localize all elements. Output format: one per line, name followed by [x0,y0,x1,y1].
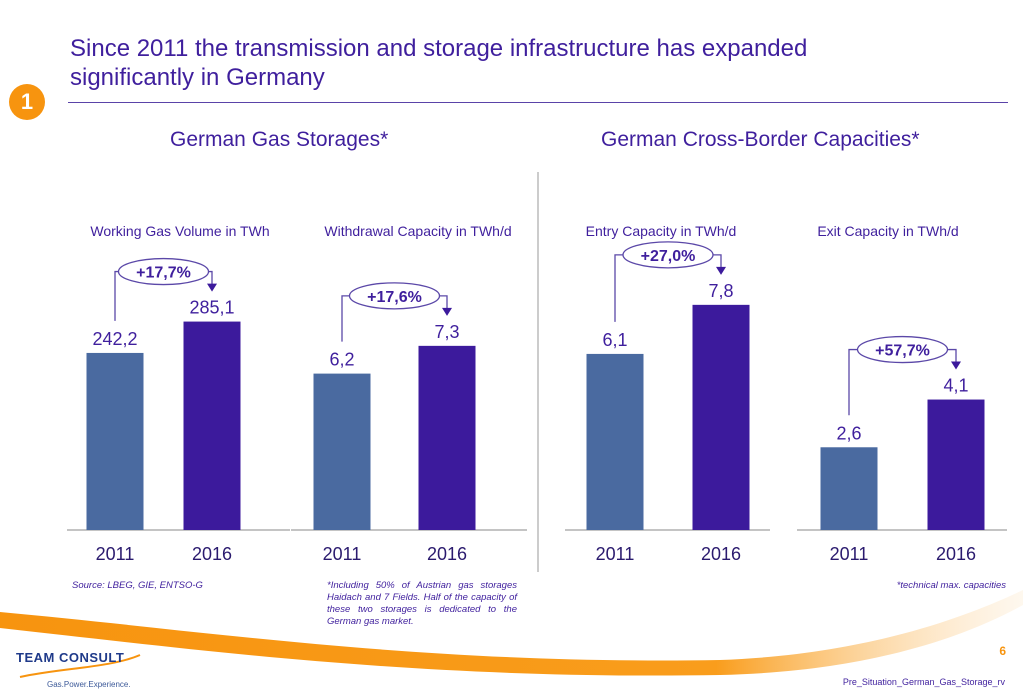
arrow-head-icon [207,283,217,292]
value-label: 6,1 [602,330,627,350]
change-ellipse [622,241,714,269]
x-tick-label: 2016 [701,544,741,564]
value-label: 7,3 [434,322,459,342]
title-rule [68,102,1008,103]
change-label: +27,0% [641,248,696,265]
bar-2016 [418,345,476,530]
bracket-line [439,295,448,310]
arrow-head-icon [951,361,961,370]
page-number: 6 [999,644,1006,658]
source-note: Source: LBEG, GIE, ENTSO-G [72,580,203,591]
chart-title: Entry Capacity in TWh/d [586,223,737,239]
section-heading-storages: German Gas Storages* [170,128,389,151]
x-tick-label: 2016 [427,544,467,564]
value-label: 4,1 [943,376,968,396]
bracket-line [848,348,858,416]
arrow-head-icon [442,307,452,316]
change-label: +17,6% [367,289,422,306]
section-heading-cross-border: German Cross-Border Capacities* [601,128,920,151]
bracket-line [341,295,350,342]
x-tick-label: 2011 [596,544,635,564]
slide-title: Since 2011 the transmission and storage … [70,35,808,91]
value-label: 7,8 [708,281,733,301]
bracket-line [208,270,213,286]
bar-2016 [927,399,985,530]
bar-2011 [86,352,144,530]
section-number-badge: 1 [9,84,45,120]
bar-2016 [692,304,750,530]
company-logo: TEAM CONSULT [16,650,125,665]
bar-2011 [313,373,371,530]
value-label: 242,2 [92,329,137,349]
file-name: Pre_Situation_German_Gas_Storage_rv [842,677,1005,687]
x-tick-label: 2011 [830,544,869,564]
bracket-line [614,254,623,322]
chart-title: Withdrawal Capacity in TWh/d [324,223,511,239]
storage-footnote: *Including 50% of Austrian gas storages … [327,580,517,627]
value-label: 2,6 [836,423,861,443]
change-ellipse [117,257,210,286]
logo-tagline: Gas.Power.Experience. [47,680,131,689]
bar-2011 [820,447,878,530]
change-label: +17,7% [136,265,191,282]
x-tick-label: 2016 [936,544,976,564]
bracket-line [114,270,119,321]
bar-2016 [183,321,241,530]
x-tick-label: 2011 [323,544,362,564]
change-ellipse [856,335,949,364]
capacity-footnote: *technical max. capacities [896,580,1006,591]
change-ellipse [348,282,441,310]
bracket-line [713,254,722,269]
bracket-line [947,348,957,364]
chart-title: Exit Capacity in TWh/d [817,223,958,239]
value-label: 6,2 [329,350,354,370]
bar-2011 [586,353,644,530]
value-label: 285,1 [189,298,234,318]
arrow-head-icon [716,266,726,275]
x-tick-label: 2011 [96,544,135,564]
chart-title: Working Gas Volume in TWh [90,223,269,239]
change-label: +57,7% [875,343,930,360]
charts: Working Gas Volume in TWh 242,2 2011 285,1 2… [67,172,1007,572]
x-tick-label: 2016 [192,544,232,564]
